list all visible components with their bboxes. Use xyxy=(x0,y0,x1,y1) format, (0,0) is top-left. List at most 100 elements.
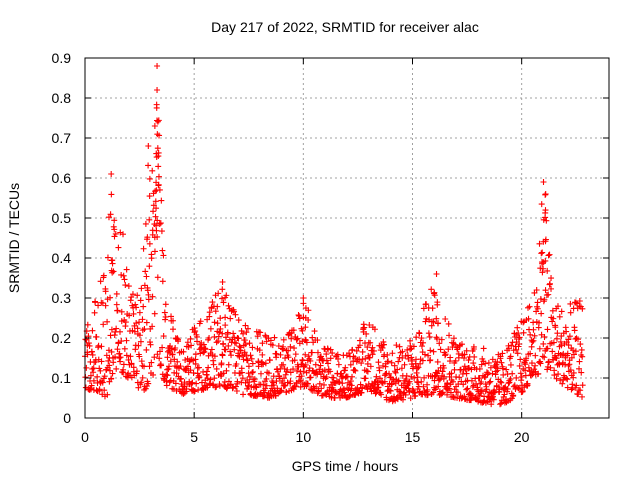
data-point xyxy=(369,351,376,358)
data-point xyxy=(543,217,550,224)
data-point xyxy=(549,318,556,325)
data-point xyxy=(558,308,565,315)
data-point xyxy=(545,291,552,298)
data-point xyxy=(441,373,448,380)
data-point xyxy=(263,338,270,345)
data-point xyxy=(577,387,584,394)
y-tick-label: 0.2 xyxy=(52,330,72,346)
data-point xyxy=(456,374,463,381)
data-point xyxy=(490,396,497,403)
data-point xyxy=(96,386,103,393)
data-point xyxy=(570,351,577,358)
data-point xyxy=(572,348,579,355)
data-point xyxy=(120,369,127,376)
data-point xyxy=(215,290,222,297)
data-point xyxy=(424,381,431,388)
data-point xyxy=(108,171,115,177)
data-point xyxy=(104,254,111,261)
data-point xyxy=(243,352,250,359)
data-point xyxy=(133,368,140,375)
data-point xyxy=(141,326,148,333)
data-point xyxy=(153,205,160,212)
data-point xyxy=(363,367,370,374)
data-point xyxy=(446,385,453,392)
data-point xyxy=(91,309,98,316)
data-point xyxy=(555,371,562,378)
data-point xyxy=(577,341,584,348)
data-point xyxy=(297,368,304,375)
data-point xyxy=(305,307,312,314)
data-point xyxy=(579,382,586,389)
data-point xyxy=(348,382,355,389)
data-point xyxy=(122,319,129,326)
data-point xyxy=(537,360,544,367)
data-point xyxy=(259,340,266,347)
data-point xyxy=(151,248,158,255)
data-point xyxy=(134,292,141,299)
data-point xyxy=(386,370,393,377)
data-point xyxy=(208,346,215,353)
data-point xyxy=(211,353,218,360)
data-point xyxy=(323,357,330,364)
data-point xyxy=(158,228,165,235)
data-point xyxy=(468,366,475,373)
data-point xyxy=(510,392,517,399)
x-tick-label: 15 xyxy=(405,429,421,445)
data-point xyxy=(505,345,512,352)
data-point xyxy=(206,309,213,316)
data-point xyxy=(542,207,549,214)
plot-frame xyxy=(84,57,610,419)
data-point xyxy=(405,380,412,387)
data-point xyxy=(482,381,489,388)
data-point xyxy=(504,388,511,395)
data-point xyxy=(137,297,144,304)
data-point xyxy=(356,342,363,349)
data-point xyxy=(366,354,373,361)
data-point xyxy=(246,379,253,386)
data-point xyxy=(155,182,162,189)
data-point xyxy=(449,378,456,385)
data-point xyxy=(118,338,125,345)
data-point xyxy=(118,308,125,315)
data-point xyxy=(95,302,102,309)
data-point xyxy=(318,385,325,392)
data-point xyxy=(427,356,434,363)
data-point xyxy=(461,351,468,358)
y-tick-labels: 0 0.1 0.2 0.3 0.4 0.5 0.6 0.7 0.8 0.9 xyxy=(52,50,72,426)
data-point xyxy=(154,87,161,93)
data-point xyxy=(112,230,119,237)
data-point xyxy=(528,360,535,367)
data-point xyxy=(233,388,240,395)
data-point xyxy=(542,191,549,197)
data-point xyxy=(563,375,570,382)
data-point xyxy=(418,343,425,350)
data-point xyxy=(270,373,277,380)
y-tick-label: 0.3 xyxy=(52,290,72,306)
data-point xyxy=(415,379,422,386)
data-point xyxy=(567,300,574,307)
y-tick-label: 0.5 xyxy=(52,210,72,226)
data-point xyxy=(433,271,440,277)
data-point xyxy=(201,348,208,355)
data-point xyxy=(145,162,152,169)
data-point xyxy=(93,333,100,340)
data-point xyxy=(434,335,441,342)
data-point xyxy=(539,269,546,276)
data-point xyxy=(299,338,306,345)
data-point xyxy=(549,348,556,355)
data-point xyxy=(407,395,414,402)
data-point xyxy=(302,361,309,368)
data-point xyxy=(410,389,417,396)
data-point xyxy=(224,329,231,336)
data-point xyxy=(83,364,90,371)
data-point xyxy=(342,364,349,371)
data-point xyxy=(359,385,366,392)
data-point xyxy=(111,217,118,224)
data-point xyxy=(134,325,141,332)
data-point xyxy=(191,387,198,394)
data-point xyxy=(94,373,101,380)
data-point xyxy=(497,401,504,408)
data-point xyxy=(295,312,302,319)
data-point xyxy=(104,318,111,325)
data-point xyxy=(270,382,277,389)
